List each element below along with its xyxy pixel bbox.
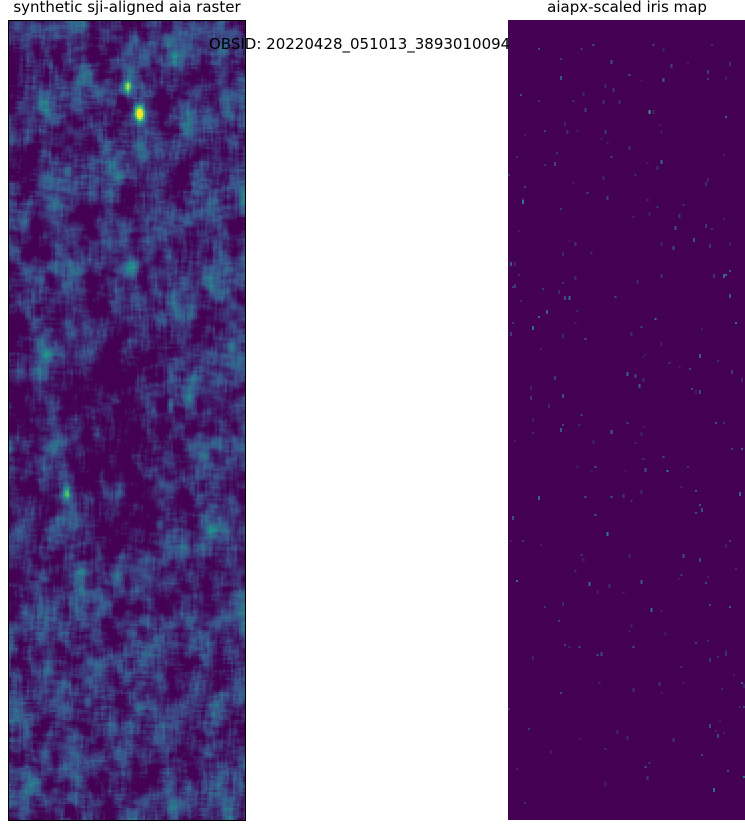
right-panel-title: aiapx-scaled iris map	[547, 0, 707, 16]
aia-raster-image	[8, 20, 246, 821]
aia-raster-canvas	[9, 21, 245, 820]
left-panel-title: synthetic sji-aligned aia raster	[13, 0, 241, 16]
iris-map-image	[508, 20, 745, 820]
iris-map-canvas	[508, 20, 745, 820]
obsid-label: OBSID: 20220428_051013_3893010094	[209, 35, 511, 53]
